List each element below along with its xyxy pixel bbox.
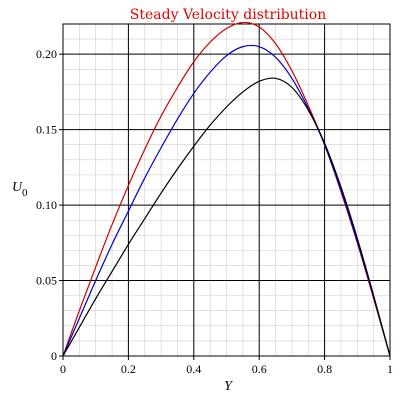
- x-axis-label: Y: [224, 379, 234, 394]
- series-line-3: [62, 77, 391, 357]
- series-line-2: [62, 44, 391, 357]
- series-group: [62, 21, 391, 357]
- y-tick-label: 0.20: [36, 47, 57, 61]
- y-axis-ticks: 0 0.05 0.10 0.15 0.20: [36, 47, 63, 363]
- y-axis-label: U 0: [12, 180, 28, 199]
- x-tick-label: 0.6: [252, 362, 267, 376]
- svg-text:0: 0: [22, 187, 28, 199]
- x-tick-label: 0.2: [121, 362, 136, 376]
- y-tick-label: 0: [51, 349, 57, 363]
- y-tick-label: 0.05: [36, 274, 57, 288]
- x-axis-ticks: 0 0.2 0.4 0.6 0.8 1: [60, 356, 393, 376]
- plot-frame: [62, 23, 391, 357]
- y-tick-label: 0.10: [36, 198, 57, 212]
- svg-text:U: U: [12, 180, 23, 195]
- x-tick-label: 1: [387, 362, 393, 376]
- x-tick-label: 0: [60, 362, 66, 376]
- chart-title: Steady Velocity distribution: [130, 7, 326, 23]
- x-tick-label: 0.8: [317, 362, 332, 376]
- y-tick-label: 0.15: [36, 123, 57, 137]
- x-tick-label: 0.4: [186, 362, 201, 376]
